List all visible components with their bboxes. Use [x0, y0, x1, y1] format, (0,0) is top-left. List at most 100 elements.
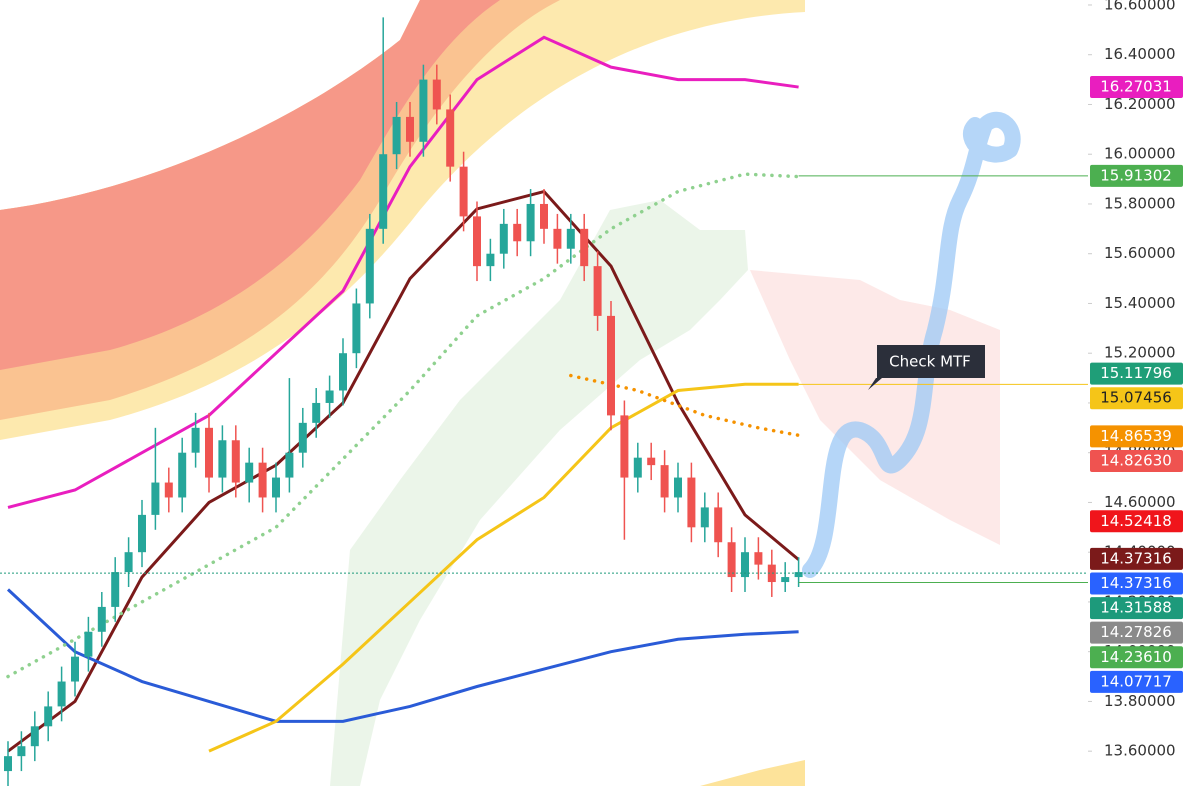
y-tick-label: 15.20000 [1104, 344, 1176, 362]
candle-body [446, 109, 455, 167]
y-tick-label: 16.20000 [1104, 95, 1176, 113]
candle-body [339, 353, 347, 391]
price-label-box [1090, 510, 1183, 533]
candle-body [620, 415, 629, 478]
price-label-box [1090, 450, 1183, 473]
indicator-line [7, 35, 799, 509]
candle-body [231, 440, 240, 483]
indicator-line [7, 189, 800, 753]
candle-body [553, 228, 562, 249]
annotation: Check MTF [868, 345, 985, 390]
candle-body [218, 440, 227, 478]
price-label-box [1090, 572, 1183, 595]
candle-body [499, 223, 508, 254]
y-tick-label: 15.60000 [1104, 244, 1176, 262]
candle-body [526, 203, 535, 242]
candle-body [57, 681, 66, 707]
candle-body [124, 552, 133, 573]
candle-body [285, 452, 294, 478]
y-tick-label: 16.40000 [1104, 45, 1176, 63]
candle-body [151, 482, 160, 515]
price-label: 14.31588 [1100, 599, 1172, 617]
indicator-decoration [0, 0, 1021, 786]
candle-body [660, 465, 669, 498]
candle-body [178, 452, 187, 498]
candle-body [513, 223, 522, 242]
candle-body [191, 427, 200, 453]
annotation-text: Check MTF [889, 353, 971, 371]
price-label: 14.07717 [1100, 672, 1172, 690]
y-tick-label: 16.60000 [1104, 0, 1176, 13]
price-label: 14.37316 [1100, 549, 1172, 567]
price-label-box [1090, 621, 1183, 644]
y-tick-label: 14.60000 [1104, 493, 1176, 511]
candle-body [138, 514, 146, 553]
price-label-box [1090, 387, 1183, 410]
candle-body [473, 216, 481, 267]
price-label: 15.11796 [1100, 364, 1172, 382]
candle-body [593, 266, 602, 316]
y-tick-label: 13.80000 [1104, 692, 1176, 710]
candle-body [392, 116, 401, 155]
candle-body [205, 427, 213, 478]
indicator-line [6, 588, 799, 723]
price-label-box [1090, 362, 1183, 385]
candle-body [406, 116, 414, 142]
candle-body [272, 477, 280, 498]
candle-body [245, 462, 254, 483]
price-label-box [1090, 425, 1183, 448]
candle-body [352, 303, 361, 354]
price-label-box [1090, 646, 1183, 669]
candle-body [633, 457, 642, 478]
candle-body [607, 315, 615, 416]
candle-body [84, 631, 93, 657]
candle-body [365, 228, 374, 304]
y-tick-label: 13.60000 [1104, 742, 1176, 760]
price-label: 14.27826 [1100, 623, 1172, 641]
candle-body [700, 507, 709, 528]
price-label-box [1090, 670, 1183, 693]
candle-body [540, 203, 548, 229]
candle-body [794, 572, 803, 578]
candle-body [486, 253, 495, 267]
candle-body [580, 228, 589, 267]
price-label-box [1090, 164, 1183, 187]
candle-body [674, 477, 682, 498]
price-label: 14.82630 [1100, 452, 1172, 470]
candle-body [459, 166, 468, 217]
candle-body [741, 552, 749, 578]
candle-body [419, 79, 428, 142]
candle-body [71, 656, 79, 682]
price-label: 14.86539 [1100, 427, 1172, 445]
candle-body [111, 572, 120, 607]
candle-body [258, 462, 267, 498]
indicator-line [208, 382, 799, 753]
candle-body [164, 482, 173, 498]
candle-body [767, 564, 776, 583]
candle-body [754, 552, 763, 565]
candle-body [325, 390, 334, 403]
plot-area [0, 17, 1088, 786]
price-label: 15.07456 [1100, 389, 1172, 407]
candle-body [17, 746, 26, 757]
candle-body [4, 756, 12, 772]
price-label: 14.37316 [1100, 574, 1172, 592]
candle-body [312, 402, 321, 423]
candle-body [44, 706, 53, 727]
candle-body [379, 154, 388, 229]
candle-body [30, 726, 39, 747]
price-label: 16.27031 [1100, 77, 1172, 95]
y-tick-label: 15.40000 [1104, 294, 1176, 312]
candle-body [727, 542, 736, 578]
price-label: 14.52418 [1100, 512, 1172, 530]
price-label-box [1090, 597, 1183, 620]
candle-body [687, 477, 696, 528]
y-tick-label: 16.00000 [1104, 145, 1176, 163]
y-tick-label: 15.80000 [1104, 194, 1176, 212]
candle-body [781, 577, 790, 583]
candle-body [566, 228, 575, 249]
candle-body [97, 606, 106, 632]
candle-body [714, 507, 723, 543]
candle-body [298, 422, 307, 453]
